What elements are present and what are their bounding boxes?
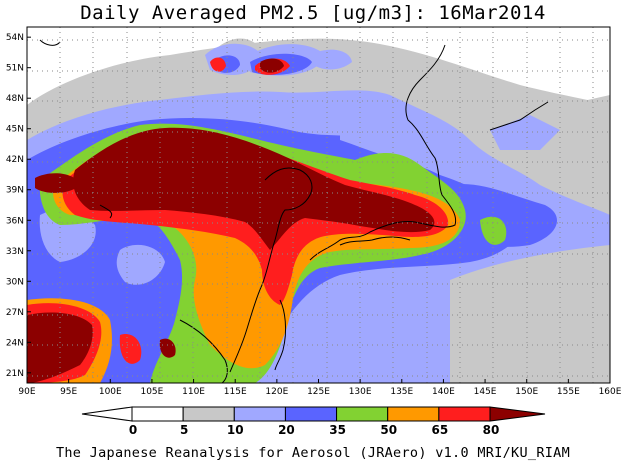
lat-tick-label: 45N (6, 125, 24, 135)
lat-tick-label: 30N (6, 277, 24, 287)
coastlines (39, 39, 549, 383)
lon-tick-label: 90E (18, 387, 35, 397)
colorbar-label: 50 (380, 423, 397, 437)
colorbar-max-triangle (489, 406, 546, 422)
colorbar-bin (182, 406, 235, 422)
colorbar-bin (131, 406, 184, 422)
lon-tick-label: 115E (224, 387, 247, 397)
colorbar-label: 65 (432, 423, 449, 437)
lon-tick-label: 120E (265, 387, 288, 397)
lon-tick-label: 110E (182, 387, 205, 397)
map-title: Daily Averaged PM2.5 [ug/m3]: 16Mar2014 (80, 2, 546, 24)
colorbar-label: 10 (227, 423, 244, 437)
lat-tick-label: 51N (6, 64, 24, 74)
colorbar: 0 5 10 20 35 50 65 80 (81, 406, 546, 437)
longitude-tick-labels: 90E 95E 100E 105E 110E 115E 120E 125E 130E 135E 14… (18, 379, 622, 397)
colorbar-label: 80 (483, 423, 500, 437)
lat-tick-label: 36N (6, 216, 24, 226)
lat-tick-label: 33N (6, 247, 24, 257)
colorbar-bin (233, 406, 286, 422)
colorbar-label: 20 (278, 423, 295, 437)
colorbar-bin (438, 406, 491, 422)
lon-tick-label: 105E (140, 387, 163, 397)
lat-tick-label: 21N (6, 369, 24, 379)
colorbar-label: 0 (129, 423, 137, 437)
colorbar-label: 5 (180, 423, 188, 437)
lat-tick-label: 42N (6, 155, 24, 165)
lon-tick-label: 130E (349, 387, 372, 397)
lon-tick-label: 140E (432, 387, 455, 397)
lat-tick-label: 27N (6, 308, 24, 318)
lat-tick-label: 54N (6, 33, 24, 43)
colorbar-bin (387, 406, 440, 422)
lon-tick-label: 95E (60, 387, 77, 397)
lat-tick-label: 48N (6, 94, 24, 104)
credit-text: The Japanese Reanalysis for Aerosol (JRA… (55, 445, 571, 461)
lon-tick-label: 145E (474, 387, 497, 397)
latitude-tick-labels: 54N 51N 48N 45N 42N 39N 36N 33N 30N 27N 24N 21N (6, 33, 31, 379)
lon-tick-label: 155E (557, 387, 580, 397)
colorbar-min-triangle (81, 406, 133, 422)
lon-tick-label: 125E (307, 387, 330, 397)
lon-tick-label: 160E (599, 387, 622, 397)
lon-tick-label: 100E (99, 387, 122, 397)
gridlines (27, 27, 610, 383)
lat-tick-label: 39N (6, 186, 24, 196)
colorbar-label: 35 (329, 423, 346, 437)
colorbar-bin (336, 406, 389, 422)
lon-tick-label: 135E (390, 387, 413, 397)
lon-tick-label: 150E (515, 387, 538, 397)
lat-tick-label: 24N (6, 338, 24, 348)
colorbar-bin (284, 406, 338, 422)
